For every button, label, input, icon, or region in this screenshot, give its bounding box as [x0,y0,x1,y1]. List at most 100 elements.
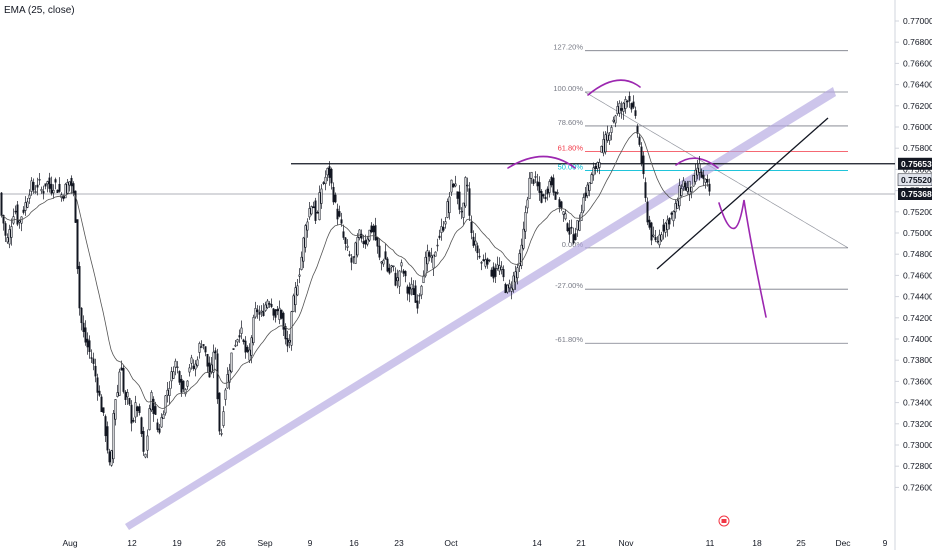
candle-body [362,241,365,245]
candle-body [46,181,49,185]
x-tick-label: 14 [532,538,542,548]
candle-body [200,346,203,348]
candle-body [136,406,139,412]
candle-body [38,179,41,181]
candle-body [506,284,509,293]
fib-trend-line [584,91,849,249]
candle-body [42,191,45,194]
y-tick-label: 0.76600 [903,58,932,68]
candle-body [532,179,535,184]
candle-body [572,234,575,244]
candle-body [212,351,215,373]
candle-body [336,208,339,220]
candle-body [494,268,497,277]
candle-body [536,181,539,187]
candle-body [426,250,429,265]
candle-body [166,389,169,396]
candle-body [354,242,357,264]
candle-body [312,206,315,209]
candle-body [490,269,493,277]
candle-body [482,259,485,262]
candle-body [76,219,79,270]
fib-level-label: 50.00% [558,162,584,171]
candle-body [612,119,615,122]
candle-body [664,222,667,233]
drawings[interactable] [0,79,895,530]
candle-body [602,139,605,154]
candle-body [438,235,441,238]
candle-body [192,365,195,369]
candle-body [148,408,151,431]
fib-retracement[interactable]: 127.20% 100.00% 78.60% 61.80% 50.00% 0.00% -27… [553,43,849,345]
candle-body [614,115,617,124]
projection-path[interactable] [718,199,767,318]
candle-body [412,288,415,296]
time-axis[interactable]: Aug 12 19 26 Sep 9 16 23 Oct 14 21 Nov 11 18 25 Dec 9 [62,538,887,548]
candle-body [420,285,423,296]
support-trend-line[interactable] [656,117,829,270]
candle-body [332,186,335,203]
candle-body [638,136,641,145]
candle-body [262,311,265,316]
x-tick-label: 16 [349,538,359,548]
shoulder-arc-left[interactable] [507,155,576,169]
candle-body [382,260,385,265]
y-tick-label: 0.73200 [903,419,932,429]
candle-body [516,267,519,279]
candle-body [66,182,69,194]
candle-body [440,226,443,233]
candle-body [678,185,681,207]
candle-body [488,259,491,262]
candle-body [268,303,271,305]
candle-body [480,262,483,264]
price-axis[interactable]: 0.77000 0.76800 0.76600 0.76400 0.76200 0.760… [895,16,932,492]
candle-body [252,317,255,343]
candle-body [298,274,301,277]
candle-body [292,295,295,312]
shoulder-arc-right[interactable] [675,157,719,169]
candle-body [424,256,427,277]
candle-body [704,178,707,183]
y-tick-label: 0.76000 [903,122,932,132]
candle-body [618,102,621,114]
candle-body [582,197,585,212]
candle-body [556,192,559,194]
candle-body [648,219,651,228]
candle-body [152,398,155,414]
candle-body [576,220,579,231]
head-arc[interactable] [587,79,641,96]
y-tick-label: 0.74200 [903,313,932,323]
candle-body [650,222,653,241]
candle-body [652,234,655,237]
x-tick-label: 19 [172,538,182,548]
candle-body [590,174,593,184]
candle-body [676,200,679,209]
candle-body [654,237,657,241]
candle-body [44,183,47,187]
candle-body [372,225,375,233]
candle-body [294,287,297,306]
candle-body [538,182,541,193]
fib-level-label: 100.00% [553,84,583,93]
candle-body [380,261,383,264]
candle-body [210,364,213,373]
candle-body [688,180,691,196]
candle-body [468,188,471,216]
candle-body [116,392,119,397]
candle-body [662,224,665,232]
candle-body [178,371,181,383]
candle-body [446,201,449,218]
candle-body [146,435,149,451]
ascending-channel-band[interactable] [125,87,836,530]
candle-body [616,106,619,115]
candle-body [666,219,669,230]
event-flag[interactable] [718,515,730,527]
candle-body [644,182,647,199]
candle-body [174,360,177,368]
candle-body [52,189,55,194]
candle-body [470,221,473,234]
candle-body [544,196,547,200]
candle-body [322,182,325,184]
candle-body [630,103,633,110]
